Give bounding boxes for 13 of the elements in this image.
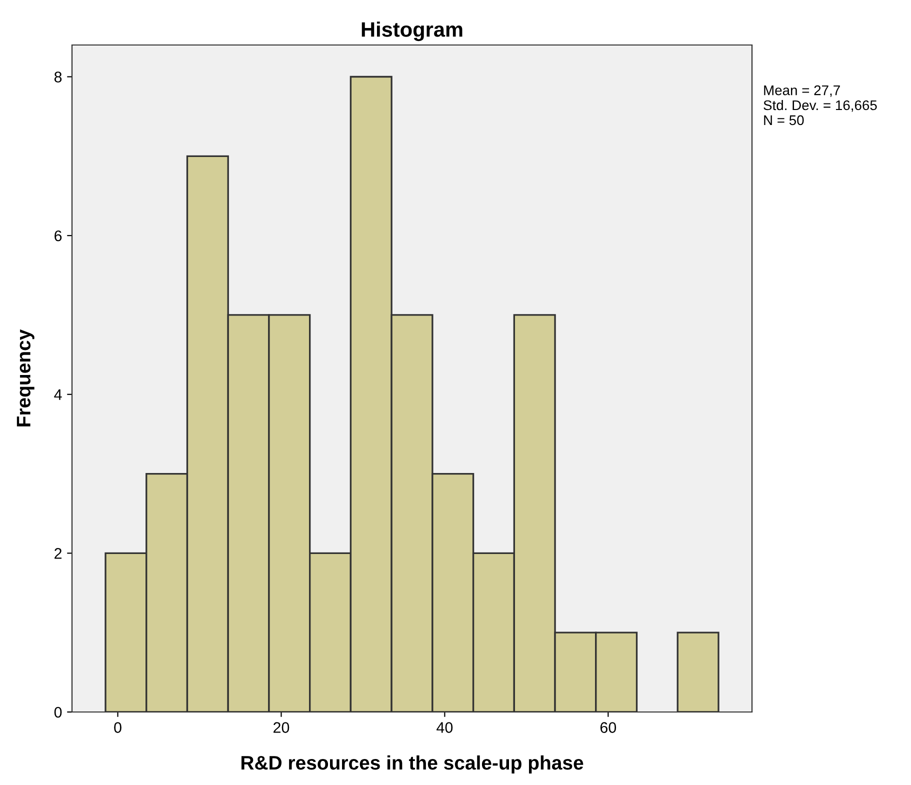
x-tick-label: 20: [274, 722, 290, 733]
y-tick-label: 2: [54, 548, 62, 559]
y-tick-label: 0: [54, 706, 62, 718]
y-axis-title: Frequency: [16, 329, 34, 426]
x-tick-label: 0: [114, 722, 122, 733]
x-axis-title: R&D resources in the scale-up phase: [242, 755, 584, 774]
y-tick-label: 8: [54, 72, 62, 82]
x-tick-label: 60: [600, 722, 616, 733]
y-tick-label: 4: [54, 389, 62, 400]
x-tick-label: 40: [436, 722, 453, 733]
y-tick-label: 6: [54, 230, 62, 242]
chart-title: Histogram: [362, 22, 462, 42]
text: Mean = 27,7 Std. Dev. = 16,665 N = 50: [764, 85, 877, 126]
